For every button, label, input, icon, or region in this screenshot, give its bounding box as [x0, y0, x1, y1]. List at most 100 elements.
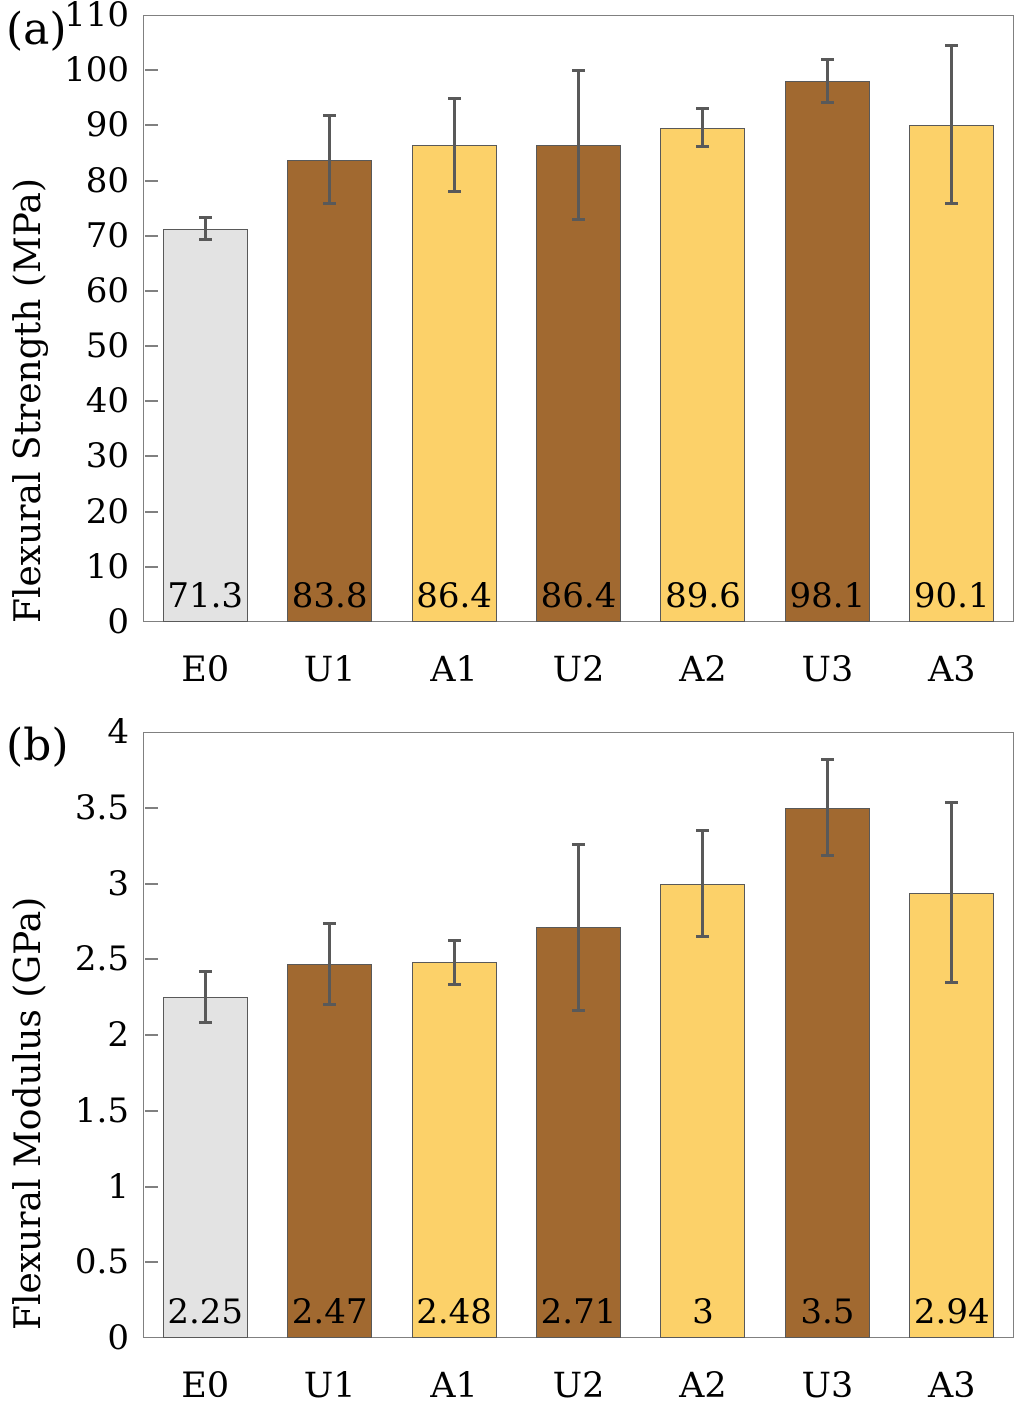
x-tick-label-U2: U2 — [552, 1366, 605, 1403]
y-tick-label-1.5: 1.5 — [74, 1090, 129, 1131]
error-bar-U3 — [825, 759, 829, 857]
y-tick-1 — [144, 1185, 158, 1188]
error-bar-cap-top-U1 — [323, 921, 337, 925]
error-bar-A1 — [452, 98, 456, 193]
y-tick-label-0: 0 — [107, 1318, 129, 1358]
y-tick-90 — [144, 124, 158, 127]
error-bar-cap-bottom-A2 — [696, 144, 710, 148]
y-tick-50 — [144, 345, 158, 348]
error-bar-cap-bottom-E0 — [198, 238, 212, 242]
x-tick-label-E0: E0 — [181, 1366, 230, 1403]
y-tick-label-20: 20 — [85, 491, 129, 532]
bar-E0 — [162, 997, 248, 1338]
x-tick-label-A1: A1 — [430, 650, 478, 690]
y-tick-label-3: 3 — [107, 863, 129, 904]
y-tick-70 — [144, 234, 158, 237]
y-tick-20 — [144, 510, 158, 513]
error-bar-cap-top-U3 — [820, 758, 834, 762]
bar-U1 — [287, 963, 373, 1338]
x-tick-label-A1: A1 — [430, 1366, 478, 1403]
bar-U1 — [287, 159, 373, 622]
y-tick-label-1: 1 — [107, 1166, 129, 1207]
error-bar-cap-top-U1 — [323, 113, 337, 117]
y-tick-10 — [144, 565, 158, 568]
error-bar-A2 — [701, 108, 705, 147]
error-bar-cap-bottom-A3 — [945, 981, 959, 985]
y-tick-label-90: 90 — [85, 105, 129, 146]
y-tick-label-2.5: 2.5 — [74, 939, 129, 980]
error-bar-cap-top-U2 — [572, 843, 585, 847]
error-bar-cap-top-E0 — [198, 970, 212, 974]
y-tick-label-2: 2 — [107, 1015, 129, 1055]
error-bar-cap-top-A1 — [447, 97, 461, 101]
error-bar-cap-bottom-E0 — [198, 1020, 212, 1024]
bar-A2 — [660, 127, 746, 622]
error-bar-cap-top-U3 — [820, 57, 834, 61]
y-tick-100 — [144, 69, 158, 72]
x-tick-label-U3: U3 — [801, 1366, 854, 1403]
y-tick-0.5 — [144, 1261, 158, 1264]
x-tick-label-A3: A3 — [928, 650, 976, 690]
bar-A1 — [411, 145, 497, 622]
error-bar-cap-bottom-A1 — [447, 190, 461, 194]
y-tick-label-40: 40 — [85, 381, 129, 422]
value-label-A1: 2.48 — [416, 1292, 492, 1332]
bar-A1 — [411, 962, 497, 1338]
value-label-A2: 3 — [692, 1292, 714, 1332]
error-bar-U2 — [577, 844, 580, 1011]
error-bar-cap-top-A3 — [945, 44, 959, 48]
y-tick-30 — [144, 455, 158, 458]
error-bar-cap-bottom-U1 — [323, 1002, 337, 1006]
y-tick-label-10: 10 — [85, 546, 129, 587]
x-tick-label-E0: E0 — [181, 650, 230, 690]
y-tick-label-80: 80 — [85, 160, 129, 201]
y-tick-80 — [144, 179, 158, 182]
error-bar-A1 — [452, 939, 456, 985]
y-tick-2 — [144, 1034, 158, 1036]
error-bar-U1 — [328, 114, 332, 205]
panel-label-b: (b) — [6, 720, 69, 771]
error-bar-cap-bottom-U1 — [323, 202, 337, 206]
value-label-A3: 2.94 — [913, 1292, 990, 1332]
value-label-U3: 3.5 — [800, 1292, 855, 1332]
error-bar-cap-top-U2 — [572, 69, 585, 73]
value-label-A3: 90.1 — [913, 576, 990, 616]
y-tick-1.5 — [144, 1109, 158, 1112]
y-tick-label-50: 50 — [85, 326, 129, 367]
y-tick-3 — [144, 882, 158, 885]
bar-A3 — [909, 124, 995, 622]
value-label-U1: 83.8 — [291, 576, 368, 616]
x-tick-label-U1: U1 — [303, 1366, 356, 1403]
value-label-A1: 86.4 — [416, 576, 492, 616]
y-tick-label-30: 30 — [85, 436, 129, 477]
error-bar-cap-bottom-U3 — [820, 854, 834, 858]
error-bar-cap-bottom-A3 — [945, 202, 959, 206]
error-bar-cap-top-A1 — [447, 938, 461, 942]
y-tick-label-60: 60 — [85, 270, 129, 311]
y-tick-label-3.5: 3.5 — [74, 787, 129, 828]
x-tick-label-U2: U2 — [552, 650, 605, 690]
y-tick-label-110: 110 — [64, 0, 129, 35]
error-bar-E0 — [203, 216, 207, 241]
value-label-U2: 86.4 — [540, 576, 617, 616]
bar-U2 — [536, 927, 621, 1338]
value-label-A2: 89.6 — [665, 576, 741, 616]
y-tick-60 — [144, 289, 158, 292]
value-label-U3: 98.1 — [789, 576, 866, 616]
y-tick-40 — [144, 400, 158, 403]
y-tick-label-0: 0 — [107, 602, 129, 642]
x-tick-label-A3: A3 — [928, 1366, 976, 1403]
error-bar-cap-bottom-A2 — [696, 934, 710, 938]
y-tick-label-100: 100 — [64, 50, 129, 91]
bar-U2 — [536, 145, 621, 622]
x-tick-label-A2: A2 — [679, 1366, 727, 1403]
error-bar-U2 — [577, 70, 580, 221]
error-bar-cap-top-A2 — [696, 107, 710, 111]
error-bar-cap-top-E0 — [198, 215, 212, 219]
y-tick-label-4: 4 — [107, 712, 129, 752]
error-bar-cap-top-A2 — [696, 829, 710, 833]
error-bar-E0 — [203, 971, 207, 1023]
error-bar-cap-bottom-U3 — [820, 100, 834, 104]
error-bar-A3 — [950, 45, 954, 205]
